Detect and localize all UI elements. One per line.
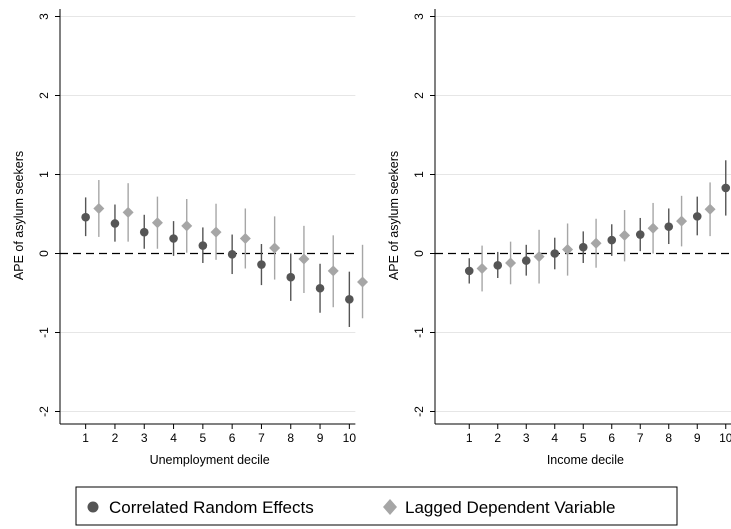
y-tick-label: 3 <box>37 13 51 20</box>
ldv-point <box>151 217 163 229</box>
y-tick-label: -2 <box>412 406 426 417</box>
x-tick-label: 6 <box>608 431 615 445</box>
cre-point <box>607 235 617 245</box>
cre-point <box>578 242 588 252</box>
cre-point <box>169 234 178 243</box>
x-tick-label: 7 <box>637 431 644 445</box>
x-tick-label: 4 <box>170 431 177 445</box>
cre-point <box>257 260 266 269</box>
y-tick-label: 0 <box>37 250 51 257</box>
y-axis-title: APE of asylum seekers <box>12 151 26 280</box>
x-tick-label: 3 <box>523 431 530 445</box>
legend-frame <box>75 486 678 526</box>
y-tick-label: -1 <box>412 327 426 338</box>
ldv-point <box>181 220 193 232</box>
x-tick-label: 7 <box>258 431 265 445</box>
y-tick-label: -2 <box>37 406 51 417</box>
cre-point <box>521 256 531 265</box>
x-tick-label: 5 <box>200 431 207 445</box>
cre-point <box>664 222 674 231</box>
legend-cre-marker <box>87 501 99 513</box>
cre-point <box>315 283 325 293</box>
y-tick-label: 1 <box>37 171 51 178</box>
y-tick-label: 3 <box>412 13 426 20</box>
ldv-point <box>357 276 369 288</box>
ldv-point <box>704 203 716 215</box>
x-tick-label: 10 <box>343 431 357 445</box>
legend-ldv-marker <box>383 499 397 515</box>
y-axis-title: APE of asylum seekers <box>387 151 401 280</box>
ldv-point <box>647 222 659 234</box>
cre-point <box>550 249 560 258</box>
x-tick-label: 3 <box>141 431 148 445</box>
ldv-point <box>476 263 488 275</box>
x-tick-label: 2 <box>112 431 119 445</box>
cre-point <box>464 266 474 276</box>
cre-point <box>493 261 503 270</box>
ldv-point <box>562 244 574 256</box>
x-tick-label: 1 <box>82 431 89 445</box>
x-tick-label: 9 <box>317 431 324 445</box>
cre-point <box>198 241 208 250</box>
y-tick-label: 2 <box>412 92 426 99</box>
ldv-point <box>619 229 631 241</box>
cre-point <box>110 219 120 228</box>
x-tick-label: 8 <box>287 431 294 445</box>
legend: Correlated Random Effects Lagged Depende… <box>75 486 678 526</box>
x-tick-label: 9 <box>694 431 701 445</box>
x-axis-title: Unemployment decile <box>150 453 270 467</box>
y-tick-label: -1 <box>37 327 51 338</box>
cre-point <box>81 212 90 222</box>
y-tick-label: 1 <box>412 171 426 178</box>
cre-point <box>227 249 237 259</box>
ldv-point <box>533 251 545 263</box>
x-tick-label: 8 <box>665 431 672 445</box>
legend-cre-label: Correlated Random Effects <box>109 498 314 517</box>
ldv-point <box>210 226 222 238</box>
cre-point <box>692 212 702 221</box>
cre-point <box>139 227 149 237</box>
ldv-point <box>327 265 339 277</box>
y-tick-label: 2 <box>37 92 51 99</box>
cre-point <box>286 272 296 282</box>
cre-point <box>345 295 354 304</box>
ldv-point <box>298 253 310 265</box>
x-axis-title: Income decile <box>547 453 624 467</box>
x-tick-label: 2 <box>494 431 501 445</box>
ldv-point <box>93 202 105 214</box>
x-tick-label: 10 <box>719 431 731 445</box>
x-tick-label: 5 <box>580 431 587 445</box>
ldv-point <box>676 215 688 227</box>
x-tick-label: 6 <box>229 431 236 445</box>
x-tick-label: 1 <box>466 431 473 445</box>
ldv-point <box>239 232 251 244</box>
x-tick-label: 4 <box>551 431 558 445</box>
legend-ldv-label: Lagged Dependent Variable <box>405 498 615 517</box>
ldv-point <box>505 257 517 269</box>
y-tick-label: 0 <box>412 250 426 257</box>
ldv-point <box>269 242 281 254</box>
cre-point <box>635 230 645 239</box>
ldv-point <box>122 206 134 218</box>
cre-point <box>721 183 731 193</box>
ldv-point <box>590 237 602 249</box>
